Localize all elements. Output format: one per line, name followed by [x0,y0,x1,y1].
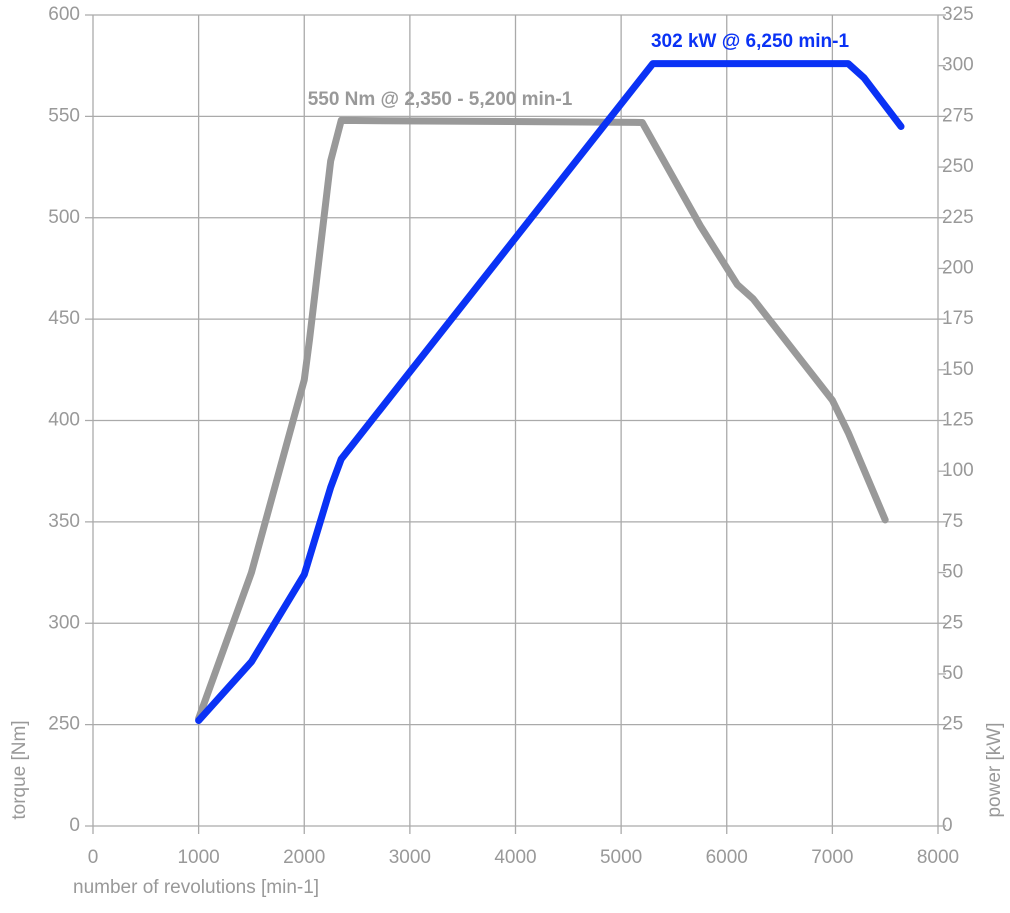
line [195,116,889,723]
y2-tick-label: 50 [942,663,963,684]
y2-tick-label: 275 [942,105,974,126]
x-axis-label: number of revolutions [min-1] [73,877,319,898]
y-tick-label: 550 [48,105,80,126]
y2-tick-label: 200 [942,257,974,278]
y2-tick-label: 175 [942,308,974,329]
y-tick-label: 600 [48,4,80,25]
y2-tick-label: 300 [942,55,974,76]
y2-tick-label: 250 [942,156,974,177]
y2-tick-label: 75 [942,511,963,532]
y-tick-label: 400 [48,410,80,431]
y2-tick-label: 125 [942,410,974,431]
y2-tick-label: 150 [942,359,974,380]
y2-tick-label: 50 [942,562,963,583]
y2-tick-label: 100 [942,460,974,481]
x-tick-label: 0 [88,847,99,868]
y-tick-label: 350 [48,511,80,532]
y2-tick-label: 225 [942,207,974,228]
y2-tick-label: 325 [942,4,974,25]
x-tick-label: 3000 [389,847,431,868]
y2-tick-label: 0 [942,815,953,836]
y2-tick-label: 25 [942,714,963,735]
y-tick-label: 300 [48,612,80,633]
y-axis-label: torque [Nm] [9,720,30,819]
y2-tick-label: 25 [942,612,963,633]
y-tick-label: 250 [48,714,80,735]
y-tick-label: 0 [69,815,80,836]
y-tick-label: 450 [48,308,80,329]
x-tick-label: 2000 [283,847,325,868]
x-tick-label: 4000 [494,847,536,868]
x-tick-label: 6000 [706,847,748,868]
x-tick-label: 5000 [600,847,642,868]
x-tick-label: 8000 [917,847,959,868]
x-tick-label: 1000 [177,847,219,868]
annotation: 550 Nm @ 2,350 - 5,200 min-1 [308,89,573,110]
line [195,60,905,725]
annotation: 302 kW @ 6,250 min-1 [651,31,849,52]
y2-axis-label: power [kW] [984,722,1005,817]
x-tick-label: 7000 [811,847,853,868]
y-tick-label: 500 [48,207,80,228]
